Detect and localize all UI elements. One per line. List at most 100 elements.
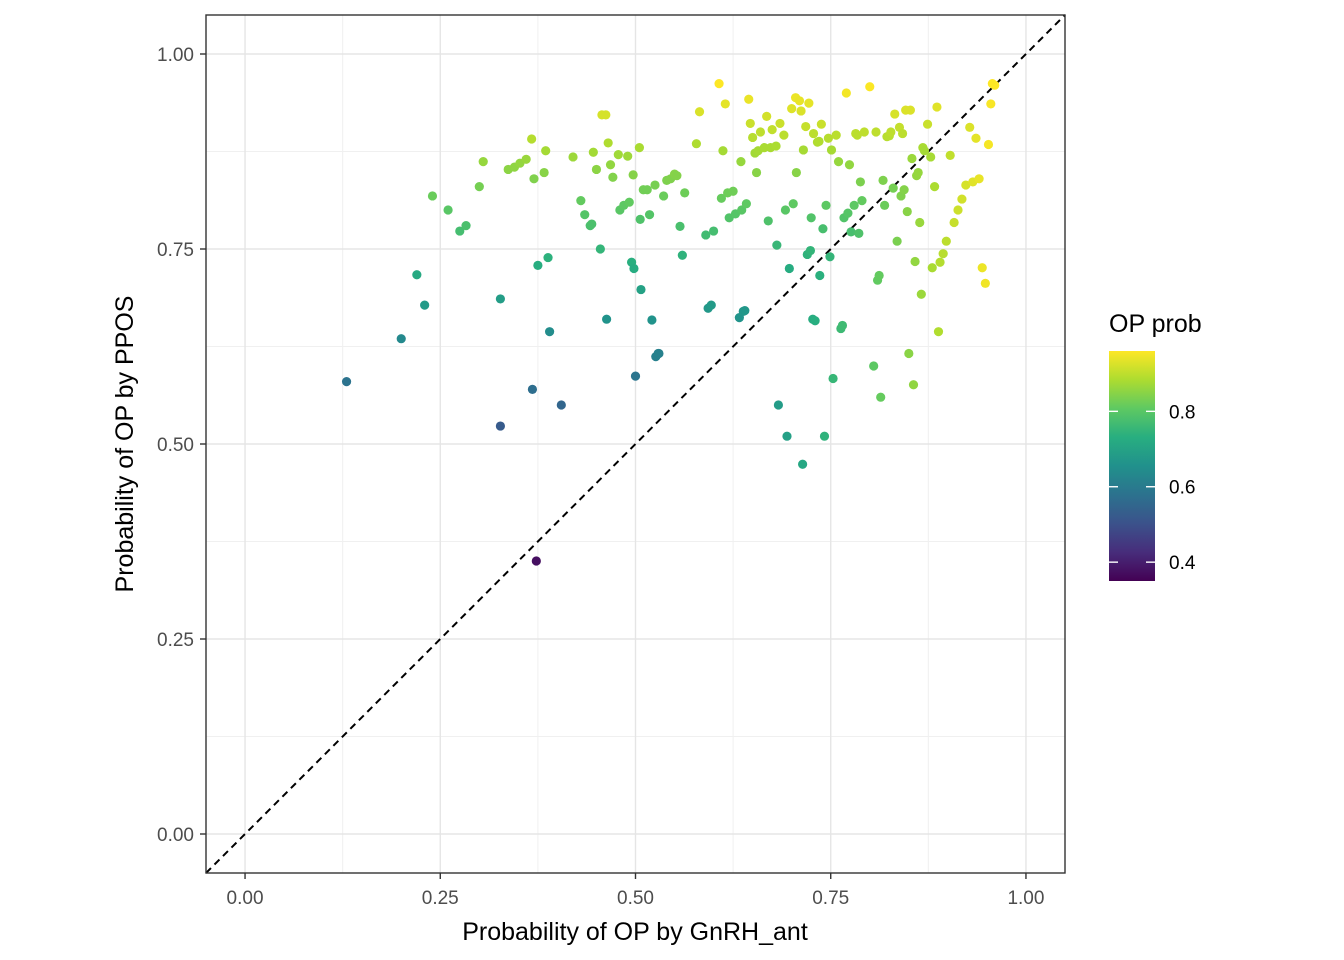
legend-title: OP prob	[1109, 310, 1202, 338]
data-point	[762, 111, 772, 121]
data-point	[888, 183, 898, 193]
data-point	[857, 196, 867, 206]
data-point	[495, 421, 506, 431]
data-point	[908, 380, 919, 390]
identity-reference-line	[205, 14, 1066, 874]
data-point	[810, 316, 820, 326]
data-point	[588, 147, 598, 157]
color-legend: OP prob 0.4 0.6 0.8	[1109, 310, 1202, 581]
data-point	[806, 213, 816, 223]
data-point	[899, 185, 909, 195]
x-tick-label: 1.00	[1007, 888, 1044, 909]
x-tick-label: 0.00	[227, 888, 264, 909]
data-point	[869, 361, 879, 371]
data-point	[933, 327, 944, 337]
data-point	[965, 122, 975, 132]
data-point	[904, 348, 914, 359]
data-point	[531, 556, 541, 566]
data-point	[804, 98, 814, 108]
data-point	[672, 171, 682, 181]
data-point	[782, 431, 792, 441]
data-point	[603, 138, 613, 148]
data-point	[854, 228, 864, 238]
data-point	[844, 160, 855, 170]
data-point	[545, 327, 555, 337]
data-point	[788, 199, 798, 209]
data-point	[714, 79, 724, 89]
data-point	[852, 130, 862, 140]
data-point	[751, 167, 762, 178]
data-point	[568, 152, 578, 162]
data-point	[855, 177, 866, 187]
data-point	[767, 125, 777, 135]
data-point	[636, 284, 646, 295]
data-point	[718, 146, 728, 156]
data-point	[740, 306, 750, 316]
data-point	[874, 270, 884, 281]
data-point	[677, 250, 687, 260]
data-point	[602, 314, 612, 324]
data-point	[779, 130, 789, 140]
data-point	[897, 128, 908, 139]
data-point	[961, 180, 971, 190]
data-point	[647, 315, 657, 325]
data-point	[580, 210, 590, 220]
data-point	[784, 263, 794, 274]
data-point	[644, 210, 655, 220]
data-point	[876, 392, 886, 402]
data-point	[922, 119, 933, 129]
data-point	[556, 400, 566, 410]
data-point	[831, 130, 841, 140]
legend-tick-label: 0.8	[1169, 402, 1195, 423]
data-point	[819, 431, 830, 441]
data-point	[787, 104, 797, 114]
data-point	[828, 373, 838, 384]
data-point	[980, 278, 990, 288]
data-point	[773, 400, 784, 410]
data-point	[941, 236, 951, 246]
data-point	[708, 226, 719, 236]
data-point	[741, 199, 751, 209]
data-point	[971, 133, 981, 143]
data-point	[780, 205, 791, 215]
legend-tick-label: 0.4	[1169, 553, 1196, 574]
x-tick-label: 0.50	[617, 888, 654, 909]
data-point	[837, 320, 848, 331]
data-point	[771, 141, 781, 151]
data-point	[880, 200, 890, 210]
data-point	[983, 139, 994, 150]
data-point	[576, 196, 586, 206]
data-point	[659, 191, 669, 201]
data-point	[495, 294, 506, 304]
data-point	[587, 219, 597, 229]
data-point	[591, 164, 602, 175]
data-point	[694, 107, 705, 117]
data-point	[527, 134, 537, 144]
data-point	[775, 118, 785, 129]
data-point	[890, 109, 900, 119]
data-point	[772, 240, 782, 250]
data-point	[926, 152, 936, 162]
data-point	[990, 80, 1000, 90]
data-point	[791, 167, 801, 178]
data-point	[986, 99, 996, 109]
x-axis: 0.00 0.25 0.50 0.75 1.00	[227, 873, 1044, 909]
x-axis-title: Probability of OP by GnRH_ant	[462, 918, 808, 946]
data-point	[736, 157, 746, 167]
data-point	[932, 102, 942, 112]
data-point	[541, 146, 551, 156]
data-point	[634, 143, 645, 153]
data-point	[796, 106, 806, 116]
data-point	[706, 300, 716, 310]
legend-tick-label: 0.6	[1169, 478, 1195, 499]
data-point	[539, 167, 549, 178]
data-point	[716, 193, 727, 203]
data-point	[628, 170, 638, 180]
data-point	[691, 139, 702, 149]
data-point	[957, 194, 967, 204]
data-point	[825, 252, 835, 262]
data-point	[701, 230, 711, 240]
data-point	[798, 459, 808, 469]
data-point	[907, 153, 917, 164]
data-point	[608, 172, 618, 182]
